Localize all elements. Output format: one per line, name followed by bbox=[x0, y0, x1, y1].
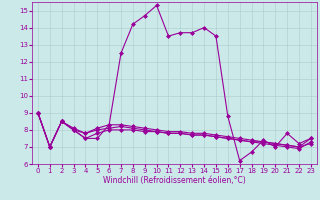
X-axis label: Windchill (Refroidissement éolien,°C): Windchill (Refroidissement éolien,°C) bbox=[103, 176, 246, 185]
